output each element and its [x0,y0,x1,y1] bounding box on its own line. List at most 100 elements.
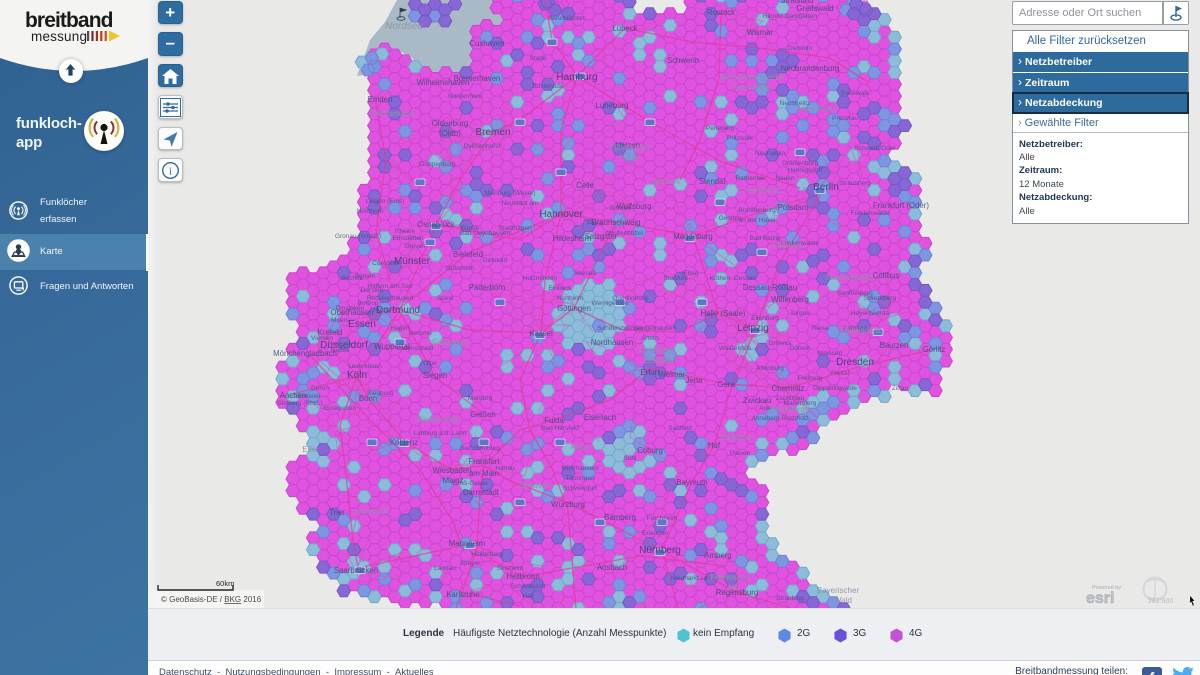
svg-text:Bocholt: Bocholt [341,275,363,282]
svg-text:Kassel: Kassel [529,329,553,338]
svg-text:Görlitz: Görlitz [923,345,946,354]
svg-text:Wuppertal: Wuppertal [374,342,410,351]
svg-text:Magdeburg: Magdeburg [673,232,712,241]
svg-text:Nordhausen: Nordhausen [591,338,633,347]
svg-text:Straubing: Straubing [776,595,804,602]
svg-text:Weimar: Weimar [659,370,686,379]
svg-text:Recklinghausen: Recklinghausen [367,295,414,302]
svg-text:Leipzig: Leipzig [737,323,769,334]
svg-text:Westerwald: Westerwald [416,415,458,424]
svg-text:Regensburg: Regensburg [716,588,758,597]
svg-text:Bad Homburg: Bad Homburg [460,445,500,452]
svg-text:Niederlausitz: Niederlausitz [827,273,873,282]
svg-text:Iserlohn: Iserlohn [408,330,432,337]
svg-text:Stendal: Stendal [699,177,726,186]
svg-text:Dresden: Dresden [836,357,874,368]
svg-text:an der Havel: an der Havel [739,217,776,224]
svg-text:Lingen (Ems): Lingen (Ems) [366,198,405,205]
svg-text:Altmark: Altmark [653,177,681,186]
svg-text:Marienberg: Marienberg [784,400,817,407]
svg-text:Delmenhorst: Delmenhorst [464,143,501,150]
svg-text:Coesfeld: Coesfeld [372,260,398,267]
svg-text:Northeim: Northeim [557,295,583,302]
svg-text:Hannover: Hannover [539,209,583,220]
svg-text:Nürnberg: Nürnberg [639,545,681,556]
svg-text:Hamburg: Hamburg [556,72,597,83]
svg-text:Zittau: Zittau [892,385,909,392]
svg-text:Chemnitz: Chemnitz [772,384,805,393]
svg-text:Thüringen: Thüringen [565,475,595,482]
svg-text:Coburg: Coburg [637,446,663,455]
svg-text:Spessart: Spessart [519,481,551,490]
svg-text:Fläming: Fläming [773,241,801,250]
svg-text:Eisenach: Eisenach [584,413,616,422]
svg-text:Mönchengladbach: Mönchengladbach [273,349,337,358]
svg-text:Rhön: Rhön [570,443,589,452]
svg-text:Erfurt: Erfurt [640,368,660,377]
svg-text:Wald: Wald [834,596,852,605]
svg-text:Becken: Becken [644,355,674,365]
svg-text:Potsdam: Potsdam [778,203,809,212]
svg-text:i: i [169,165,172,177]
svg-text:Peine: Peine [587,220,604,227]
svg-text:Hof: Hof [708,441,721,450]
svg-text:Krefeld: Krefeld [318,328,343,337]
svg-text:Düren: Düren [311,385,329,392]
svg-text:Lüneburg: Lüneburg [596,101,629,110]
svg-text:Sondershausen: Sondershausen [597,325,643,332]
svg-text:Greven: Greven [404,243,426,250]
svg-text:Forchheim: Forchheim [647,515,678,522]
svg-text:Mecklenburgische: Mecklenburgische [720,73,785,82]
svg-text:Einbeck: Einbeck [548,285,572,292]
svg-text:Essen: Essen [348,319,376,330]
svg-text:Hunsrück: Hunsrück [355,507,390,516]
svg-text:Aachen: Aachen [280,391,306,400]
svg-text:Genthin: Genthin [719,215,742,222]
svg-text:Sauerland: Sauerland [432,338,468,347]
svg-text:Soest: Soest [437,295,454,302]
svg-text:Köln: Köln [347,370,367,381]
svg-text:am Main: am Main [469,469,499,478]
svg-text:Erzgebirge: Erzgebirge [771,405,810,414]
svg-text:Frankfurt (Oder): Frankfurt (Oder) [873,201,929,210]
svg-text:Cuxhaven: Cuxhaven [469,39,504,48]
svg-text:Stade: Stade [530,55,547,62]
svg-text:Hagen: Hagen [390,325,410,332]
svg-text:Wilhelmshaven: Wilhelmshaven [417,78,470,87]
svg-text:Erlangen: Erlangen [642,530,668,537]
svg-text:Strausberg: Strausberg [839,180,871,187]
svg-text:Neumarkt i.d.: Neumarkt i.d. [671,575,710,582]
svg-text:Holzminden: Holzminden [523,275,558,282]
svg-text:(Oldb): (Oldb) [439,129,461,138]
svg-text:Dessau-Roßlau: Dessau-Roßlau [743,283,797,292]
svg-text:Bad Belzig: Bad Belzig [749,235,780,242]
svg-text:Freiberg: Freiberg [798,375,823,382]
svg-text:Stolberg (Rhld.): Stolberg (Rhld.) [277,400,323,407]
svg-text:Saalfeld: Saalfeld [668,425,692,432]
svg-text:Hoyerswerda: Hoyerswerda [851,310,890,317]
svg-text:Luckenwalde: Luckenwalde [781,240,819,247]
svg-text:Haltern am See: Haltern am See [367,283,413,290]
svg-text:Marburg: Marburg [468,395,493,402]
svg-text:Zschopau: Zschopau [776,395,805,402]
svg-text:Ostfriesland: Ostfriesland [371,109,414,118]
svg-text:Riesa: Riesa [812,325,829,332]
svg-text:Bamberg: Bamberg [604,513,636,522]
svg-text:Neustadt am: Neustadt am [502,200,539,207]
svg-text:Gießen: Gießen [470,410,496,419]
svg-text:Köthen: Köthen [710,275,731,282]
svg-text:esri: esri [1086,590,1114,607]
svg-text:Demmin: Demmin [788,45,813,52]
svg-text:Bonn: Bonn [359,394,377,403]
svg-text:Buxtehude: Buxtehude [532,83,563,90]
svg-text:Eschweiler: Eschweiler [289,393,321,400]
svg-text:Salzgitter: Salzgitter [585,232,618,241]
svg-text:Hall: Hall [522,593,534,600]
svg-text:Detmold: Detmold [483,257,508,264]
svg-text:Emsdetten: Emsdetten [392,235,423,242]
svg-text:Heidelberg: Heidelberg [471,551,503,558]
svg-text:Pritzwalk: Pritzwalk [727,135,754,142]
svg-text:Bremen: Bremen [475,127,510,138]
svg-text:Schwäbisch: Schwäbisch [511,583,546,590]
svg-text:Osnabrück: Osnabrück [417,220,455,229]
